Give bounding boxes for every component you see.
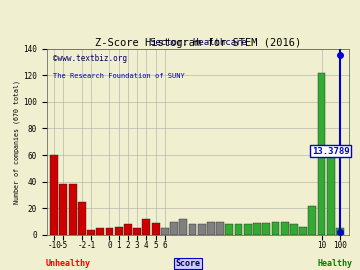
Bar	[253, 223, 261, 235]
Bar	[69, 184, 77, 235]
Bar	[225, 224, 233, 235]
Bar	[115, 227, 123, 235]
Text: ©www.textbiz.org: ©www.textbiz.org	[53, 54, 127, 63]
Bar	[271, 222, 279, 235]
Bar	[143, 219, 150, 235]
Bar	[96, 228, 104, 235]
Bar	[78, 202, 86, 235]
Bar	[327, 148, 335, 235]
Bar	[59, 184, 67, 235]
Text: Score: Score	[175, 259, 201, 268]
Text: Unhealthy: Unhealthy	[45, 259, 90, 268]
Bar	[281, 222, 289, 235]
Text: The Research Foundation of SUNY: The Research Foundation of SUNY	[53, 73, 185, 79]
Bar	[216, 222, 224, 235]
Bar	[189, 224, 197, 235]
Bar	[152, 223, 159, 235]
Y-axis label: Number of companies (670 total): Number of companies (670 total)	[14, 80, 21, 204]
Bar	[290, 224, 298, 235]
Bar	[50, 155, 58, 235]
Bar	[336, 228, 344, 235]
Bar	[124, 224, 132, 235]
Bar	[161, 228, 169, 235]
Bar	[318, 73, 325, 235]
Text: Healthy: Healthy	[318, 259, 353, 268]
Bar	[105, 228, 113, 235]
Bar	[299, 227, 307, 235]
Bar	[309, 206, 316, 235]
Bar	[170, 222, 178, 235]
Bar	[198, 224, 206, 235]
Text: Sector: Healthcare: Sector: Healthcare	[150, 38, 246, 47]
Bar	[87, 230, 95, 235]
Bar	[235, 224, 243, 235]
Bar	[244, 224, 252, 235]
Bar	[207, 222, 215, 235]
Text: 13.3789: 13.3789	[312, 147, 350, 156]
Bar	[179, 219, 187, 235]
Title: Z-Score Histogram for STEM (2016): Z-Score Histogram for STEM (2016)	[95, 38, 301, 48]
Bar	[262, 223, 270, 235]
Bar	[133, 228, 141, 235]
